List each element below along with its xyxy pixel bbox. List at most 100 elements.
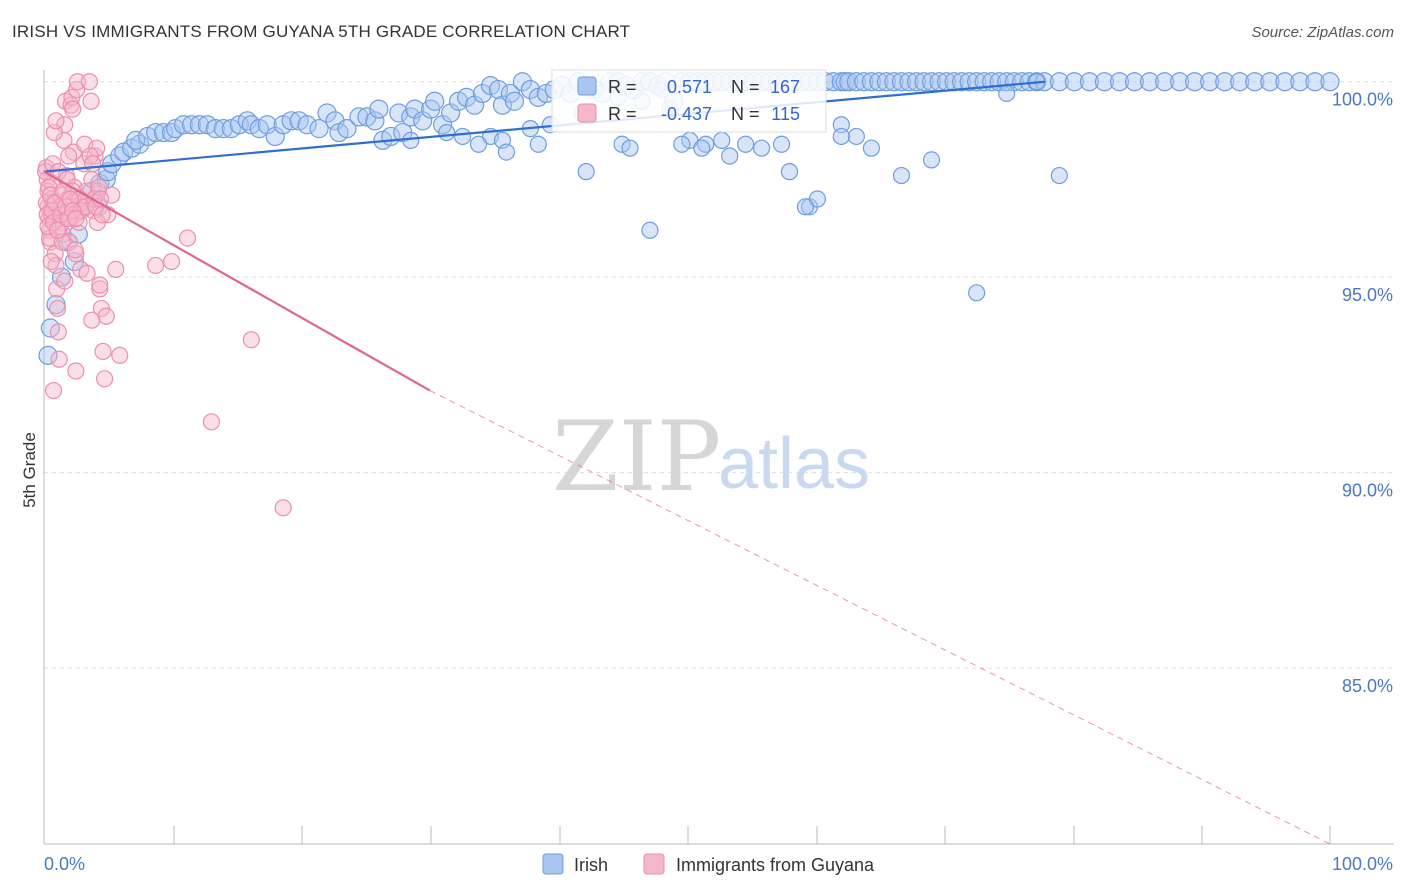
source-credit: Source: ZipAtlas.com (1251, 24, 1394, 41)
irish-point (780, 163, 799, 181)
irish-point (1050, 166, 1068, 185)
guyana-point (42, 252, 60, 271)
irish-point (349, 107, 369, 127)
irish-point (847, 127, 865, 146)
legend-swatch-irish[interactable] (542, 853, 564, 875)
irish-point (1049, 72, 1069, 92)
guyana-point (47, 112, 65, 130)
legend-label-guyana[interactable]: Immigrants from Guyana (676, 855, 875, 875)
irish-point (146, 122, 166, 143)
y-axis-title: 5th Grade (20, 432, 39, 508)
guyana-point (60, 147, 78, 165)
guyana-point (107, 260, 125, 278)
irish-point (1305, 72, 1325, 92)
watermark-atlas: atlas (718, 424, 870, 504)
guyana-point (66, 241, 84, 259)
irish-point (1109, 72, 1130, 92)
irish-point (884, 72, 904, 92)
irish-point (1064, 72, 1084, 92)
irish-point (721, 147, 739, 165)
guyana-point (147, 256, 165, 275)
guyana-point (111, 346, 129, 364)
y-tick-label: 95.0% (1342, 285, 1393, 305)
guyana-point (94, 342, 112, 361)
irish-point (297, 115, 317, 135)
irish-point (846, 72, 866, 92)
irish-point (906, 72, 927, 92)
legend-swatch-guyana[interactable] (643, 853, 665, 875)
irish-point (922, 151, 941, 169)
irish-point (488, 79, 509, 100)
irish-point (1275, 72, 1295, 92)
stats-r-value-guyana: -0.437 (661, 104, 712, 124)
irish-point (205, 119, 226, 139)
irish-point (613, 135, 631, 153)
irish-point (959, 72, 979, 92)
irish-point (365, 111, 385, 131)
irish-point (1245, 72, 1265, 92)
irish-point (1230, 72, 1250, 92)
irish-point (213, 119, 233, 139)
irish-trendline (43, 80, 1046, 173)
guyana-point (48, 299, 67, 318)
irish-point (892, 166, 911, 185)
irish-point (998, 84, 1016, 103)
irish-point (369, 99, 389, 119)
irish-point (504, 91, 525, 111)
irish-point (520, 79, 540, 100)
irish-point (876, 72, 897, 92)
irish-point (337, 119, 357, 139)
chart-title: IRISH VS IMMIGRANTS FROM GUYANA 5TH GRAD… (12, 22, 631, 41)
irish-point (1170, 72, 1190, 92)
y-tick-label: 85.0% (1342, 676, 1393, 696)
irish-point (577, 163, 595, 181)
stats-swatch-irish (577, 76, 597, 96)
guyana-point (178, 229, 197, 247)
guyana-point (103, 186, 121, 204)
irish-point (832, 127, 850, 146)
guyana-point (49, 323, 67, 341)
guyana-point (64, 100, 82, 118)
irish-point (181, 115, 202, 135)
irish-point (325, 111, 345, 131)
irish-point (967, 72, 987, 92)
irish-point (173, 115, 194, 135)
irish-point (968, 284, 986, 302)
irish-point (317, 103, 337, 123)
irish-point (1079, 72, 1100, 92)
stats-n-label-irish: N = (731, 77, 760, 97)
guyana-point (84, 155, 102, 173)
irish-point (839, 72, 859, 92)
guyana-point (67, 209, 85, 228)
irish-point (693, 139, 711, 157)
irish-point (752, 139, 771, 157)
guyana-point (67, 362, 85, 380)
irish-point (1139, 72, 1160, 92)
irish-point (497, 143, 516, 161)
guyana-point (242, 331, 260, 349)
irish-point (862, 139, 880, 157)
guyana-trendline (43, 170, 431, 392)
guyana-point (274, 499, 292, 517)
guyana-point (83, 311, 101, 329)
stats-n-value-irish: 167 (770, 77, 800, 97)
irish-point (38, 345, 58, 365)
irish-point (854, 72, 874, 92)
irish-point (1290, 72, 1310, 92)
irish-point (808, 190, 827, 208)
guyana-point (95, 370, 114, 388)
guyana-point (91, 280, 109, 298)
irish-point (1260, 72, 1280, 92)
guyana-point (80, 73, 99, 91)
irish-point (796, 198, 815, 216)
irish-point (1124, 72, 1145, 92)
stats-swatch-guyana (577, 103, 597, 123)
guyana-point (44, 381, 63, 400)
irish-point (869, 72, 889, 92)
irish-point (512, 72, 532, 92)
legend-label-irish[interactable]: Irish (574, 855, 608, 875)
x-tick-label-max: 100.0% (1332, 854, 1393, 874)
irish-point (456, 87, 477, 107)
irish-point (1200, 72, 1220, 92)
y-tick-label: 100.0% (1332, 90, 1393, 110)
